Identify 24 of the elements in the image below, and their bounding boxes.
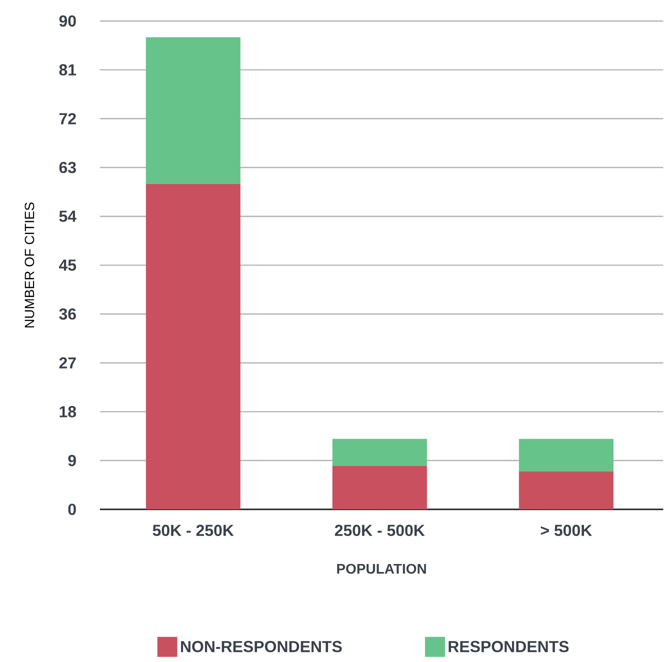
x-axis-title: POPULATION — [337, 564, 426, 574]
bar — [518, 471, 614, 510]
bar — [332, 466, 427, 510]
y-tick-label: 18 — [60, 406, 76, 418]
bar — [146, 184, 240, 510]
x-tick-label: > 500K — [540, 524, 592, 536]
bar — [332, 438, 427, 466]
y-tick-label: 36 — [59, 308, 76, 320]
y-axis-title: NUMBER OF CITIES — [24, 202, 34, 328]
y-tick-label: 81 — [59, 64, 76, 76]
x-tick-label: 250K - 500K — [334, 524, 425, 536]
y-tick-label: 27 — [59, 357, 76, 368]
y-tick-label: 90 — [59, 15, 76, 27]
y-tick-label: 72 — [59, 112, 76, 124]
legend-label: NON-RESPONDENTS — [181, 640, 342, 652]
y-tick-label: 54 — [59, 210, 76, 222]
bar — [146, 37, 240, 184]
y-tick-label: 63 — [59, 162, 76, 174]
x-tick-label: 50K - 250K — [152, 524, 234, 536]
legend-label: RESPONDENTS — [448, 640, 569, 652]
y-tick-label: 0 — [68, 504, 76, 515]
y-tick-label: 45 — [59, 260, 76, 271]
y-tick-label: 9 — [68, 454, 76, 466]
bar — [518, 438, 614, 472]
